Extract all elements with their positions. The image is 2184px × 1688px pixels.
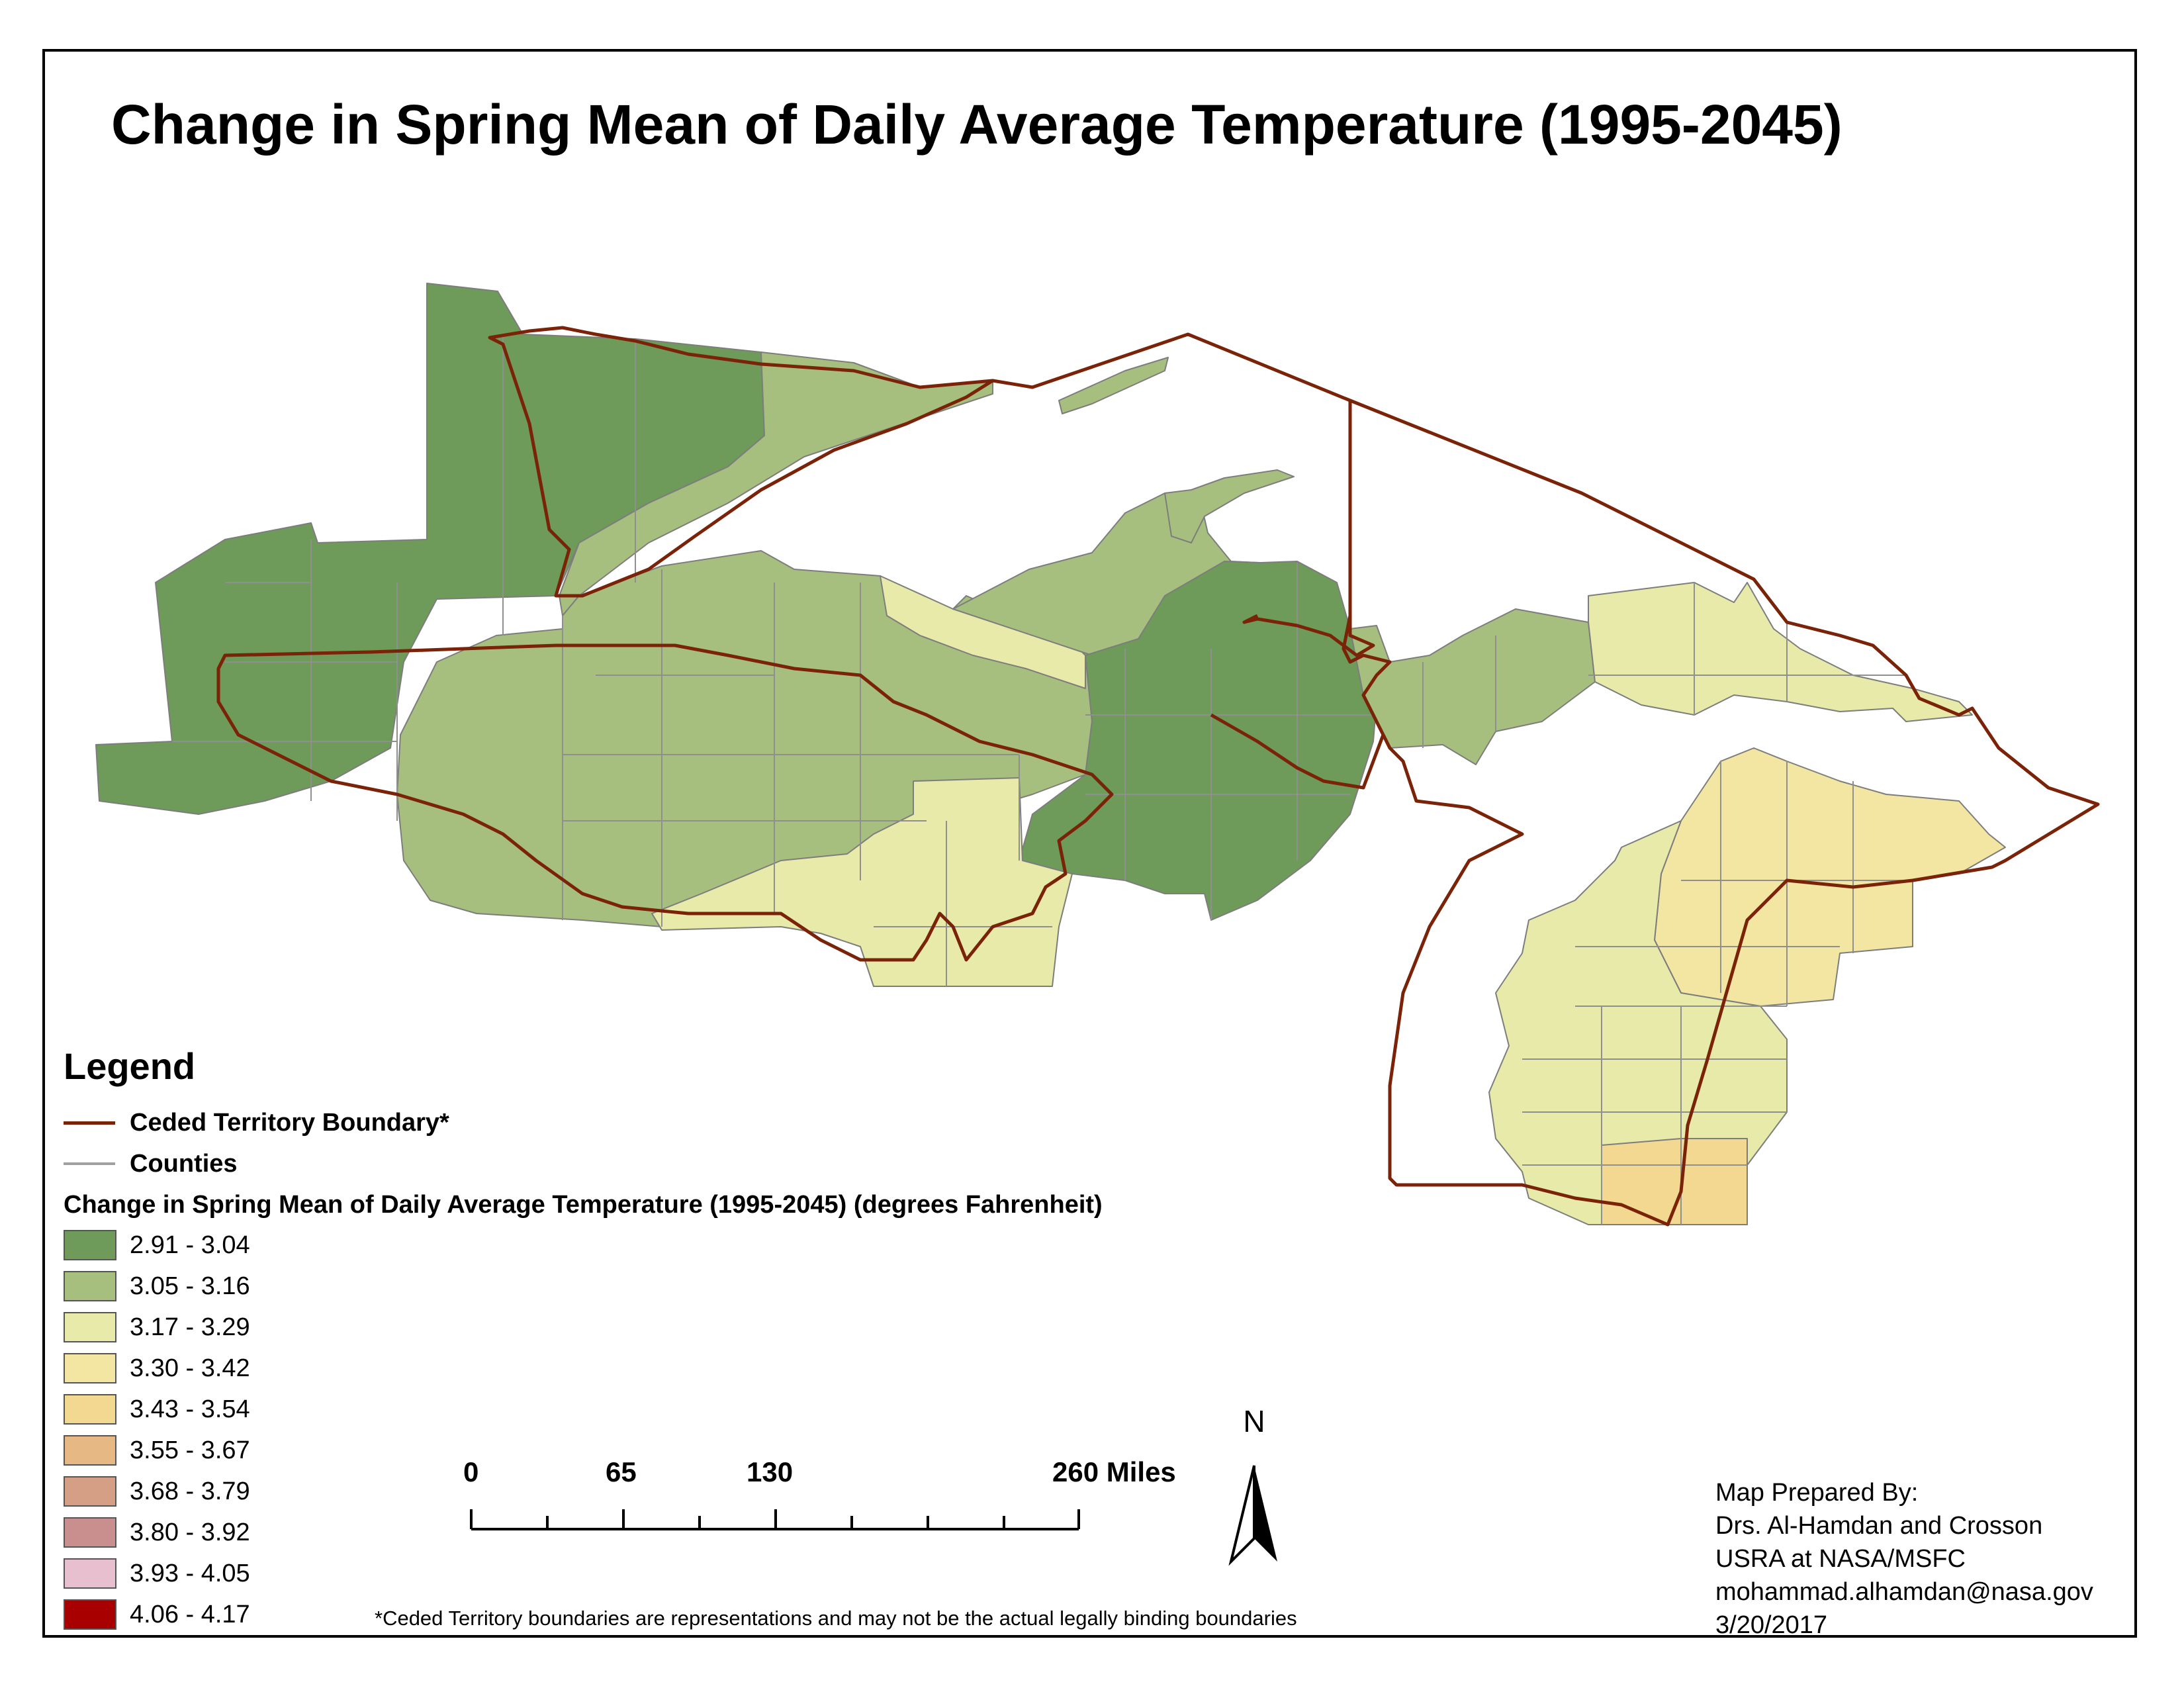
legend-class-item: 3.80 - 3.92 [64, 1512, 1103, 1553]
north-arrow-icon [1228, 1465, 1277, 1566]
legend-class-swatch [64, 1558, 116, 1589]
legend-class-swatch [64, 1394, 116, 1425]
scale-label-65: 65 [606, 1456, 637, 1487]
legend-class-label: 4.06 - 4.17 [130, 1600, 250, 1628]
legend-class-swatch [64, 1476, 116, 1507]
north-label: N [1243, 1404, 1265, 1438]
region-upper-peninsula-far-east [1588, 582, 1973, 722]
scale-bar-ruler [470, 1509, 1080, 1530]
credits-line-5: 3/20/2017 [1715, 1611, 1828, 1639]
legend-ramp-title: Change in Spring Mean of Daily Average T… [64, 1191, 1103, 1219]
legend-class-label: 3.68 - 3.79 [130, 1477, 250, 1505]
legend-item-ceded-boundary: Ceded Territory Boundary* [64, 1102, 1103, 1143]
county-line [172, 334, 1913, 1225]
scale-label-130: 130 [747, 1456, 794, 1487]
legend-class-label: 3.80 - 3.92 [130, 1518, 250, 1546]
legend-class-swatch [64, 1312, 116, 1342]
map-frame [42, 49, 2137, 1638]
legend-class-label: 2.91 - 3.04 [130, 1231, 250, 1259]
legend-counties-label: Counties [130, 1149, 238, 1178]
legend-class-item: 3.17 - 3.29 [64, 1307, 1103, 1348]
legend-class-label: 3.05 - 3.16 [130, 1272, 250, 1300]
legend-ceded-label: Ceded Territory Boundary* [130, 1108, 449, 1137]
ceded-boundary-swatch [64, 1121, 115, 1125]
credits-line-1: Map Prepared By: [1715, 1479, 1919, 1507]
legend-class-item: 2.91 - 3.04 [64, 1225, 1103, 1266]
legend-class-swatch [64, 1517, 116, 1548]
credits-line-2: Drs. Al-Hamdan and Crosson [1715, 1512, 2043, 1540]
ceded-boundary-great-lakes [992, 332, 2100, 1227]
legend-class-swatch [64, 1271, 116, 1301]
legend-class-list: 2.91 - 3.04 3.05 - 3.16 3.17 - 3.29 3.30… [64, 1225, 1103, 1635]
map-title: Change in Spring Mean of Daily Average T… [111, 93, 1843, 156]
legend-class-item: 3.55 - 3.67 [64, 1430, 1103, 1471]
legend-class-item: 3.93 - 4.05 [64, 1553, 1103, 1594]
scale-label-0: 0 [463, 1456, 479, 1487]
region-isle-royale [1058, 357, 1169, 414]
region-central-dark [1019, 561, 1377, 921]
legend-class-swatch [64, 1599, 116, 1630]
map-credits: Map Prepared By: Drs. Al-Hamdan and Cros… [1715, 1476, 2093, 1642]
legend-class-label: 3.30 - 3.42 [130, 1354, 250, 1382]
legend-class-item: 3.30 - 3.42 [64, 1348, 1103, 1389]
north-arrow: N [1224, 1403, 1284, 1575]
footnote: *Ceded Territory boundaries are represen… [375, 1607, 1297, 1630]
legend-class-item: 3.05 - 3.16 [64, 1266, 1103, 1307]
legend: Legend Ceded Territory Boundary* Countie… [64, 1045, 1103, 1635]
legend-class-item: 3.68 - 3.79 [64, 1471, 1103, 1512]
legend-item-counties: Counties [64, 1143, 1103, 1184]
legend-class-item: 4.06 - 4.17 [64, 1594, 1103, 1635]
counties-swatch [64, 1162, 115, 1165]
legend-class-swatch [64, 1435, 116, 1466]
region-lower-michigan-north [1654, 747, 2006, 1007]
credits-line-4: mohammad.alhamdan@nasa.gov [1715, 1578, 2093, 1606]
legend-class-label: 3.55 - 3.67 [130, 1436, 250, 1464]
ceded-boundary-minnesota [488, 326, 995, 598]
legend-heading: Legend [64, 1045, 196, 1087]
legend-class-label: 3.17 - 3.29 [130, 1313, 250, 1341]
region-keweenaw [1164, 469, 1295, 543]
legend-class-swatch [64, 1230, 116, 1260]
scale-label-260-miles: 260 Miles [1052, 1456, 1176, 1487]
legend-class-label: 3.43 - 3.54 [130, 1395, 250, 1423]
legend-class-swatch [64, 1353, 116, 1383]
legend-class-label: 3.93 - 4.05 [130, 1559, 250, 1587]
ceded-boundary-wisconsin-line [216, 643, 1114, 962]
ceded-boundary-upper-peninsula [1210, 400, 1385, 790]
legend-class-item: 3.43 - 3.54 [64, 1389, 1103, 1430]
credits-line-3: USRA at NASA/MSFC [1715, 1545, 1966, 1573]
